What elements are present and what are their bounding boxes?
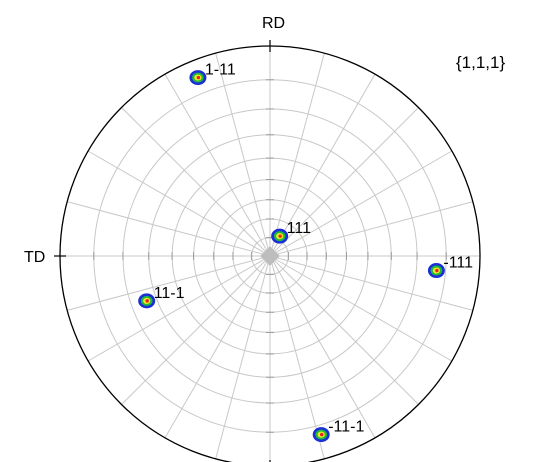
pole--11-1: -11-1 (312, 419, 364, 443)
pole--111: -111 (427, 255, 473, 279)
pole-contour-core (435, 268, 439, 273)
pole-label: 111 (287, 220, 311, 237)
pole-contour-core (145, 299, 149, 303)
axis-label-td: TD (24, 249, 45, 266)
grid-spoke (269, 255, 453, 362)
grid-spoke (215, 255, 271, 459)
grid-spoke (87, 255, 271, 362)
grid-spoke (269, 255, 376, 439)
pole-contour-core (278, 234, 282, 238)
grid-spoke (67, 201, 271, 257)
grid-spoke (87, 150, 271, 257)
pole-points: 1-11 111 -111 11-1 -11-1 (138, 62, 473, 443)
grid-spoke (121, 107, 271, 257)
grid-spoke (164, 255, 271, 439)
grid-spoke (269, 107, 419, 257)
pole-contour-core (320, 432, 324, 437)
grid-spoke (269, 73, 376, 257)
grid-spoke (164, 73, 271, 257)
grid-spoke (269, 255, 419, 405)
pole-11-1: 11-1 (138, 285, 185, 309)
grid-spoke (269, 255, 473, 311)
grid-spoke (269, 150, 453, 257)
pole-label: 11-1 (154, 285, 185, 302)
pole-label: -111 (443, 255, 473, 272)
grid-spoke (121, 255, 271, 405)
axis-label-rd: RD (262, 15, 285, 32)
grid-spoke (67, 255, 271, 311)
grid-center (260, 246, 280, 266)
pole-label: -11-1 (328, 419, 364, 436)
pole-contour-core (196, 75, 201, 80)
pole-label: 1-11 (205, 62, 236, 79)
grid-spoke (215, 53, 271, 257)
grid-spoke (269, 255, 325, 459)
pole-1-11: 1-11 (189, 62, 236, 86)
pole-111: 111 (271, 220, 311, 244)
grid-spoke (269, 201, 473, 257)
grid-spoke (269, 53, 325, 257)
plane-family-label: {1,1,1} (456, 53, 505, 72)
tick-marks (54, 40, 447, 462)
